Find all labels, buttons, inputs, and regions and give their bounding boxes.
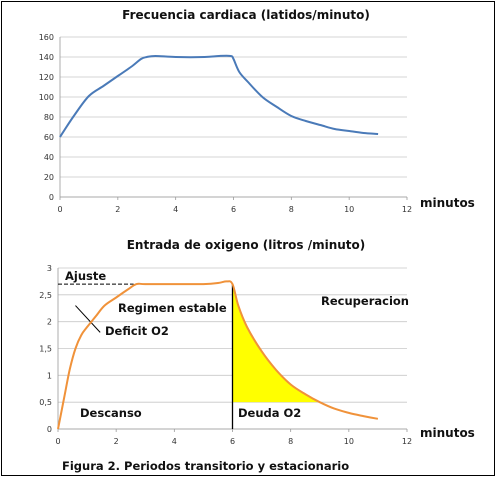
regimen-estable-label: Regimen estable	[118, 301, 227, 315]
heart-rate-y-tick-label: 160	[39, 33, 54, 42]
heart-rate-y-tick-label: 140	[39, 53, 54, 62]
oxygen-x-tick-label: 2	[114, 437, 119, 446]
oxygen-y-tick-label: 1	[47, 371, 52, 380]
heart-rate-y-tick-label: 60	[44, 133, 54, 142]
oxygen-y-tick-label: 0,5	[39, 398, 52, 407]
oxygen-tick-labels: 0 0,5 1 1,5 2 2,5 3 0 2 4 6 8 10 12	[39, 264, 412, 446]
heart-rate-y-tick-label: 0	[49, 193, 54, 202]
oxygen-debt-shaded-area	[232, 284, 320, 403]
oxygen-x-tick-label: 6	[230, 437, 235, 446]
heart-rate-y-tick-label: 100	[39, 93, 54, 102]
heart-rate-x-tick-label: 4	[173, 205, 178, 214]
oxygen-y-tick-label: 2,5	[39, 291, 52, 300]
oxygen-y-tick-label: 0	[47, 425, 52, 434]
heart-rate-line	[59, 54, 379, 138]
heart-rate-chart: Frecuencia cardiaca (latidos/minuto) 020…	[39, 8, 475, 214]
descanso-label: Descanso	[80, 406, 142, 420]
heart-rate-y-tick-label: 80	[44, 113, 54, 122]
oxygen-intake-line	[57, 280, 379, 430]
heart-rate-x-tick-label: 10	[344, 205, 354, 214]
oxygen-y-tick-label: 1,5	[39, 345, 52, 354]
deficit-pointer-line	[75, 305, 101, 333]
oxygen-intake-chart: Entrada de oxigeno (litros /minuto) 0 0,5…	[39, 238, 475, 446]
heart-rate-x-tick-label: 8	[289, 205, 294, 214]
heart-rate-tick-labels: 0 20 40 60 80 100 120 140 160 0 2 4 6 8 10 12	[39, 33, 412, 214]
heart-rate-x-tick-label: 6	[231, 205, 236, 214]
oxygen-x-tick-label: 10	[344, 437, 354, 446]
oxygen-y-tick-label: 2	[47, 318, 52, 327]
ajuste-label: Ajuste	[65, 269, 106, 283]
heart-rate-y-tick-label: 20	[44, 173, 54, 182]
deuda-o2-label: Deuda O2	[238, 406, 301, 420]
figure-caption: Figura 2. Periodos transitorio y estacio…	[62, 459, 349, 473]
heart-rate-x-tick-label: 12	[402, 205, 412, 214]
heart-rate-grid	[59, 36, 408, 200]
oxygen-x-tick-label: 12	[402, 437, 412, 446]
oxygen-y-tick-label: 3	[47, 264, 52, 273]
deficit-o2-label: Deficit O2	[105, 324, 169, 338]
oxygen-x-tick-label: 8	[288, 437, 293, 446]
heart-rate-y-tick-label: 120	[39, 73, 54, 82]
oxygen-x-tick-label: 0	[55, 437, 60, 446]
oxygen-x-axis-label: minutos	[420, 426, 475, 440]
heart-rate-x-tick-label: 2	[115, 205, 120, 214]
heart-rate-x-axis-label: minutos	[420, 196, 475, 210]
oxygen-chart-title: Entrada de oxigeno (litros /minuto)	[127, 238, 366, 252]
heart-rate-chart-title: Frecuencia cardiaca (latidos/minuto)	[122, 8, 370, 22]
recuperacion-label: Recuperacion	[321, 294, 409, 308]
heart-rate-x-tick-label: 0	[57, 205, 62, 214]
oxygen-x-tick-label: 4	[172, 437, 177, 446]
heart-rate-y-tick-label: 40	[44, 153, 54, 162]
